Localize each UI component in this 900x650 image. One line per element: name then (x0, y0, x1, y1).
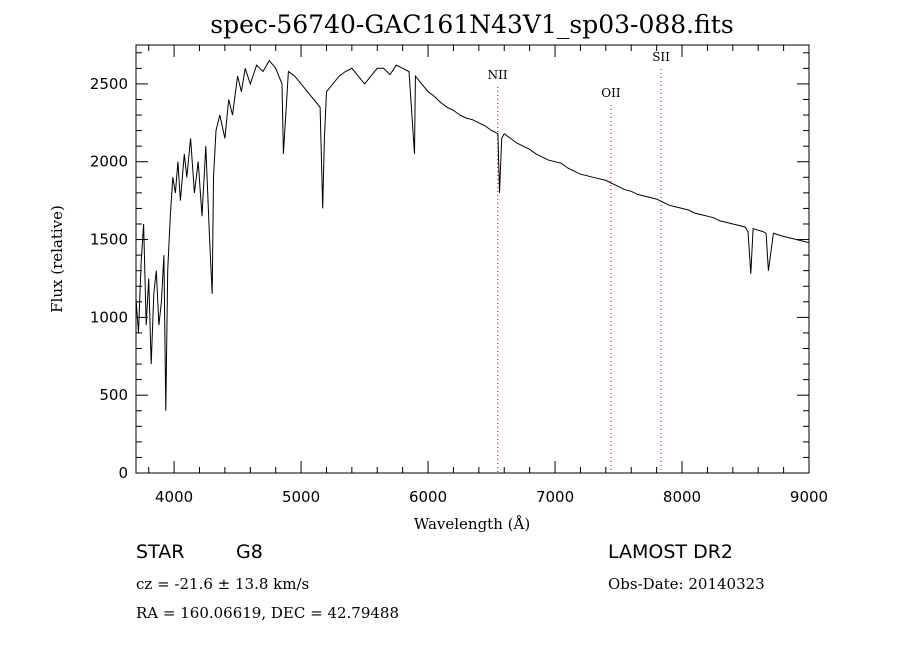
line-marker-label: NII (488, 68, 508, 82)
velocity-readout: cz = -21.6 ± 13.8 km/s (136, 575, 310, 593)
x-tick-label: 7000 (536, 488, 574, 506)
plot-frame (135, 44, 810, 474)
x-axis-ticks: 4000 5000 6000 7000 8000 9000 (155, 45, 828, 506)
x-tick-label: 8000 (663, 488, 701, 506)
spectrum-line (135, 59, 810, 411)
x-axis-label: Wavelength (Å) (414, 515, 530, 533)
chart-title: spec-56740-GAC161N43V1_sp03-088.fits (210, 10, 733, 39)
y-tick-label: 2500 (90, 75, 128, 93)
y-axis-label: Flux (relative) (48, 205, 66, 313)
y-tick-label: 1000 (90, 308, 128, 326)
object-class: STAR (136, 541, 185, 563)
minor-ticks (136, 45, 809, 473)
survey-name: LAMOST DR2 (608, 541, 733, 563)
observation-date: Obs-Date: 20140323 (608, 575, 765, 593)
line-marker-label: OII (601, 86, 621, 100)
x-tick-label: 5000 (282, 488, 320, 506)
coordinates-readout: RA = 160.06619, DEC = 42.79488 (136, 604, 400, 622)
x-tick-label: 4000 (155, 488, 193, 506)
y-tick-label: 0 (118, 464, 128, 482)
y-tick-label: 2000 (90, 153, 128, 171)
y-tick-label: 500 (99, 386, 128, 404)
x-tick-label: 9000 (790, 488, 828, 506)
line-marker-label: SII (652, 50, 670, 64)
y-axis-ticks: 0 500 1000 1500 2000 2500 (90, 75, 809, 482)
x-tick-label: 6000 (409, 488, 447, 506)
spectral-subclass: G8 (236, 541, 263, 563)
emission-line-markers: NII OII SII (488, 50, 670, 473)
y-tick-label: 1500 (90, 231, 128, 249)
